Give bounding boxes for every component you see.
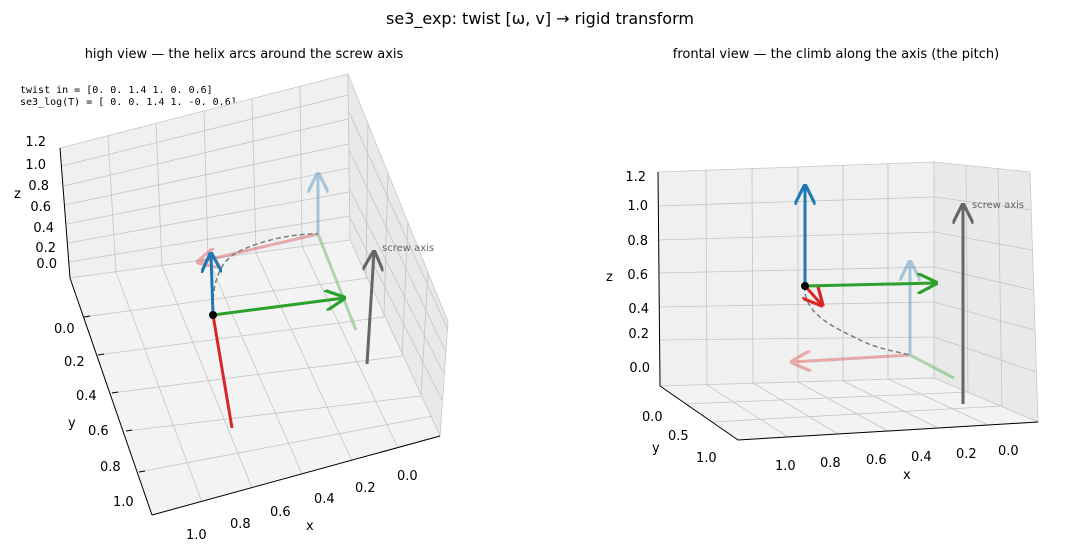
svg-text:0.8: 0.8 <box>100 460 121 475</box>
chart-left-screw-axis-label: screw axis <box>382 243 434 254</box>
chart-right: frontal view — the climb along the axis … <box>606 47 1039 483</box>
left-transformed-y-arrow <box>316 233 358 331</box>
chart-left-x-ticks: 1.0 0.8 0.6 0.4 0.2 0.0 <box>186 469 418 543</box>
svg-text:0.4: 0.4 <box>911 450 932 465</box>
left-origin-x-arrow <box>211 314 234 429</box>
chart-left-origin-frame <box>211 254 344 429</box>
svg-text:0.8: 0.8 <box>627 234 648 249</box>
chart-right-helix-path <box>804 285 911 356</box>
svg-text:0.2: 0.2 <box>35 241 56 256</box>
svg-text:0.0: 0.0 <box>54 322 75 337</box>
svg-text:0.5: 0.5 <box>668 429 689 444</box>
svg-text:0.6: 0.6 <box>270 505 291 520</box>
chart-left: high view — the helix arcs around the sc… <box>14 47 449 543</box>
chart-left-z-ticks: 1.2 1.0 0.8 0.6 0.4 0.2 0.0 <box>25 135 57 272</box>
figure-suptitle: se3_exp: twist [ω, v] → rigid transform <box>386 9 694 29</box>
chart-left-y-tickmarks <box>83 315 146 473</box>
svg-text:0.2: 0.2 <box>628 327 649 342</box>
chart-right-y-ticks: 0.0 0.5 1.0 <box>642 410 717 466</box>
svg-text:0.4: 0.4 <box>76 389 97 404</box>
svg-text:0.8: 0.8 <box>28 179 49 194</box>
svg-text:1.0: 1.0 <box>627 199 648 214</box>
svg-text:0.8: 0.8 <box>230 517 251 532</box>
chart-left-helix-path <box>212 233 319 316</box>
svg-text:0.4: 0.4 <box>314 492 335 507</box>
chart-right-xlabel: x <box>903 468 911 483</box>
chart-left-ylabel: y <box>68 416 76 431</box>
svg-text:0.8: 0.8 <box>820 456 841 471</box>
svg-text:0.6: 0.6 <box>627 268 648 283</box>
chart-right-x-ticks: 1.0 0.8 0.6 0.4 0.2 0.0 <box>775 444 1019 474</box>
chart-right-origin-dot <box>801 282 809 290</box>
right-transformed-y-arrow <box>909 353 955 380</box>
svg-text:1.0: 1.0 <box>186 528 207 543</box>
right-pane-back <box>657 161 935 387</box>
right-origin-y-arrow <box>804 283 936 286</box>
chart-left-xlabel: x <box>306 519 314 534</box>
svg-text:1.2: 1.2 <box>625 170 646 185</box>
chart-left-axis-lines <box>59 147 441 516</box>
chart-right-screw-axis-label: screw axis <box>972 200 1024 211</box>
chart-right-zlabel: z <box>606 270 613 285</box>
svg-text:0.0: 0.0 <box>998 444 1019 459</box>
svg-text:0.6: 0.6 <box>866 453 887 468</box>
chart-left-screw-axis <box>367 252 374 365</box>
svg-text:0.2: 0.2 <box>64 355 85 370</box>
svg-text:0.0: 0.0 <box>642 410 663 425</box>
chart-right-axis-lines <box>657 171 1039 441</box>
chart-right-grid <box>657 164 1037 438</box>
chart-left-y-ticks: 0.0 0.2 0.4 0.6 0.8 1.0 <box>54 322 134 510</box>
svg-text:1.0: 1.0 <box>775 459 796 474</box>
svg-text:1.0: 1.0 <box>113 495 134 510</box>
svg-text:0.4: 0.4 <box>33 221 54 236</box>
svg-text:0.6: 0.6 <box>88 424 109 439</box>
svg-text:0.6: 0.6 <box>30 200 51 215</box>
chart-left-zlabel: z <box>14 187 21 202</box>
chart-right-z-ticks: 1.2 1.0 0.8 0.6 0.4 0.2 0.0 <box>625 170 650 376</box>
svg-text:0.2: 0.2 <box>956 447 977 462</box>
svg-text:1.0: 1.0 <box>696 451 717 466</box>
svg-text:0.0: 0.0 <box>397 469 418 484</box>
svg-text:0.2: 0.2 <box>355 481 376 496</box>
chart-right-origin-frame <box>805 186 936 305</box>
svg-text:1.0: 1.0 <box>25 158 46 173</box>
chart-left-origin-dot <box>209 311 217 319</box>
left-origin-y-arrow <box>212 298 344 317</box>
svg-text:1.2: 1.2 <box>25 135 46 150</box>
chart-left-panes <box>59 73 449 516</box>
right-transformed-x-arrow <box>792 355 911 362</box>
left-origin-z-arrow <box>211 254 213 316</box>
chart-right-panes <box>657 161 1039 441</box>
svg-text:0.0: 0.0 <box>629 361 650 376</box>
chart-left-title: high view — the helix arcs around the sc… <box>85 47 404 62</box>
chart-right-ylabel: y <box>652 441 660 456</box>
right-origin-x-arrow <box>805 286 822 305</box>
svg-text:0.4: 0.4 <box>628 302 649 317</box>
svg-text:0.0: 0.0 <box>36 257 57 272</box>
chart-right-transformed-frame <box>792 262 955 380</box>
chart-right-title: frontal view — the climb along the axis … <box>673 47 999 62</box>
se3-log-text: se3_log(T) = [ 0. 0. 1.4 1. -0. 0.6] <box>20 97 237 108</box>
twist-in-text: twist in = [0. 0. 1.4 1. 0. 0.6] <box>20 85 213 96</box>
